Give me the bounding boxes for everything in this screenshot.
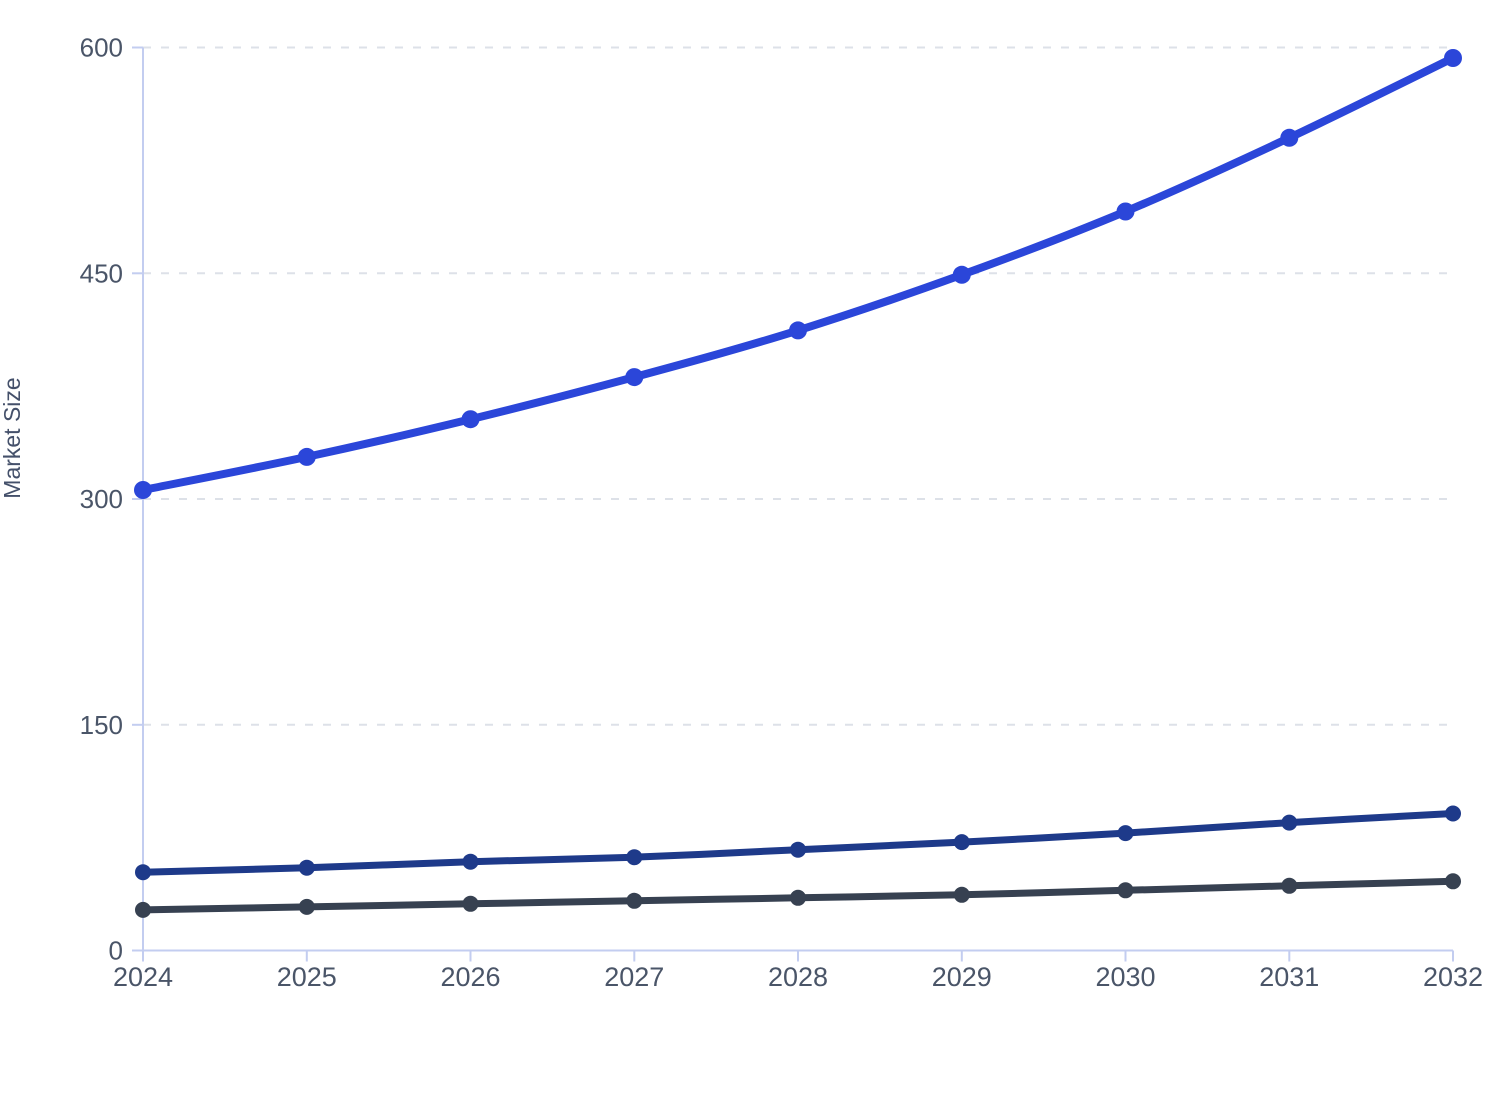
data-point-series-slate bbox=[298, 898, 315, 915]
data-point-series-blue bbox=[625, 368, 644, 387]
y-tick-label: 450 bbox=[80, 258, 123, 288]
y-tick-label: 300 bbox=[80, 484, 123, 514]
data-point-series-blue bbox=[1444, 49, 1462, 67]
data-point-series-navy bbox=[790, 841, 806, 858]
x-tick-label: 2030 bbox=[1095, 962, 1155, 992]
data-point-series-blue bbox=[297, 447, 316, 466]
data-point-series-blue bbox=[952, 265, 971, 284]
data-point-series-navy bbox=[462, 853, 479, 870]
x-tick-label: 2028 bbox=[768, 962, 828, 992]
data-point-series-navy bbox=[298, 859, 315, 876]
data-point-series-navy bbox=[1445, 805, 1461, 822]
data-point-series-slate bbox=[462, 895, 479, 912]
data-point-series-blue bbox=[134, 481, 152, 499]
y-axis-title: Market Size bbox=[0, 377, 25, 498]
x-tick-label: 2032 bbox=[1423, 962, 1483, 992]
data-point-series-blue bbox=[1116, 202, 1135, 221]
data-point-series-slate bbox=[953, 886, 970, 903]
data-point-series-navy bbox=[1117, 825, 1134, 842]
y-tick-label: 600 bbox=[80, 33, 123, 63]
data-point-series-blue bbox=[1280, 128, 1299, 147]
data-point-series-slate bbox=[1445, 873, 1461, 890]
data-point-series-navy bbox=[953, 834, 970, 851]
x-tick-label: 2026 bbox=[440, 962, 500, 992]
x-tick-label: 2029 bbox=[932, 962, 992, 992]
data-point-series-slate bbox=[1117, 882, 1134, 899]
x-tick-label: 2031 bbox=[1259, 962, 1319, 992]
data-point-series-blue bbox=[789, 321, 807, 340]
y-tick-label: 150 bbox=[80, 710, 123, 740]
data-point-series-slate bbox=[1281, 877, 1298, 894]
x-tick-label: 2025 bbox=[277, 962, 337, 992]
data-point-series-blue bbox=[461, 410, 480, 429]
data-point-series-slate bbox=[790, 889, 806, 906]
data-point-series-navy bbox=[1281, 814, 1298, 831]
data-point-series-navy bbox=[626, 849, 643, 866]
x-tick-label: 2024 bbox=[113, 962, 173, 992]
y-tick-label: 0 bbox=[109, 936, 123, 966]
data-point-series-slate bbox=[626, 892, 643, 909]
data-point-series-slate bbox=[135, 901, 151, 918]
x-tick-label: 2027 bbox=[604, 962, 664, 992]
data-point-series-navy bbox=[135, 864, 151, 881]
